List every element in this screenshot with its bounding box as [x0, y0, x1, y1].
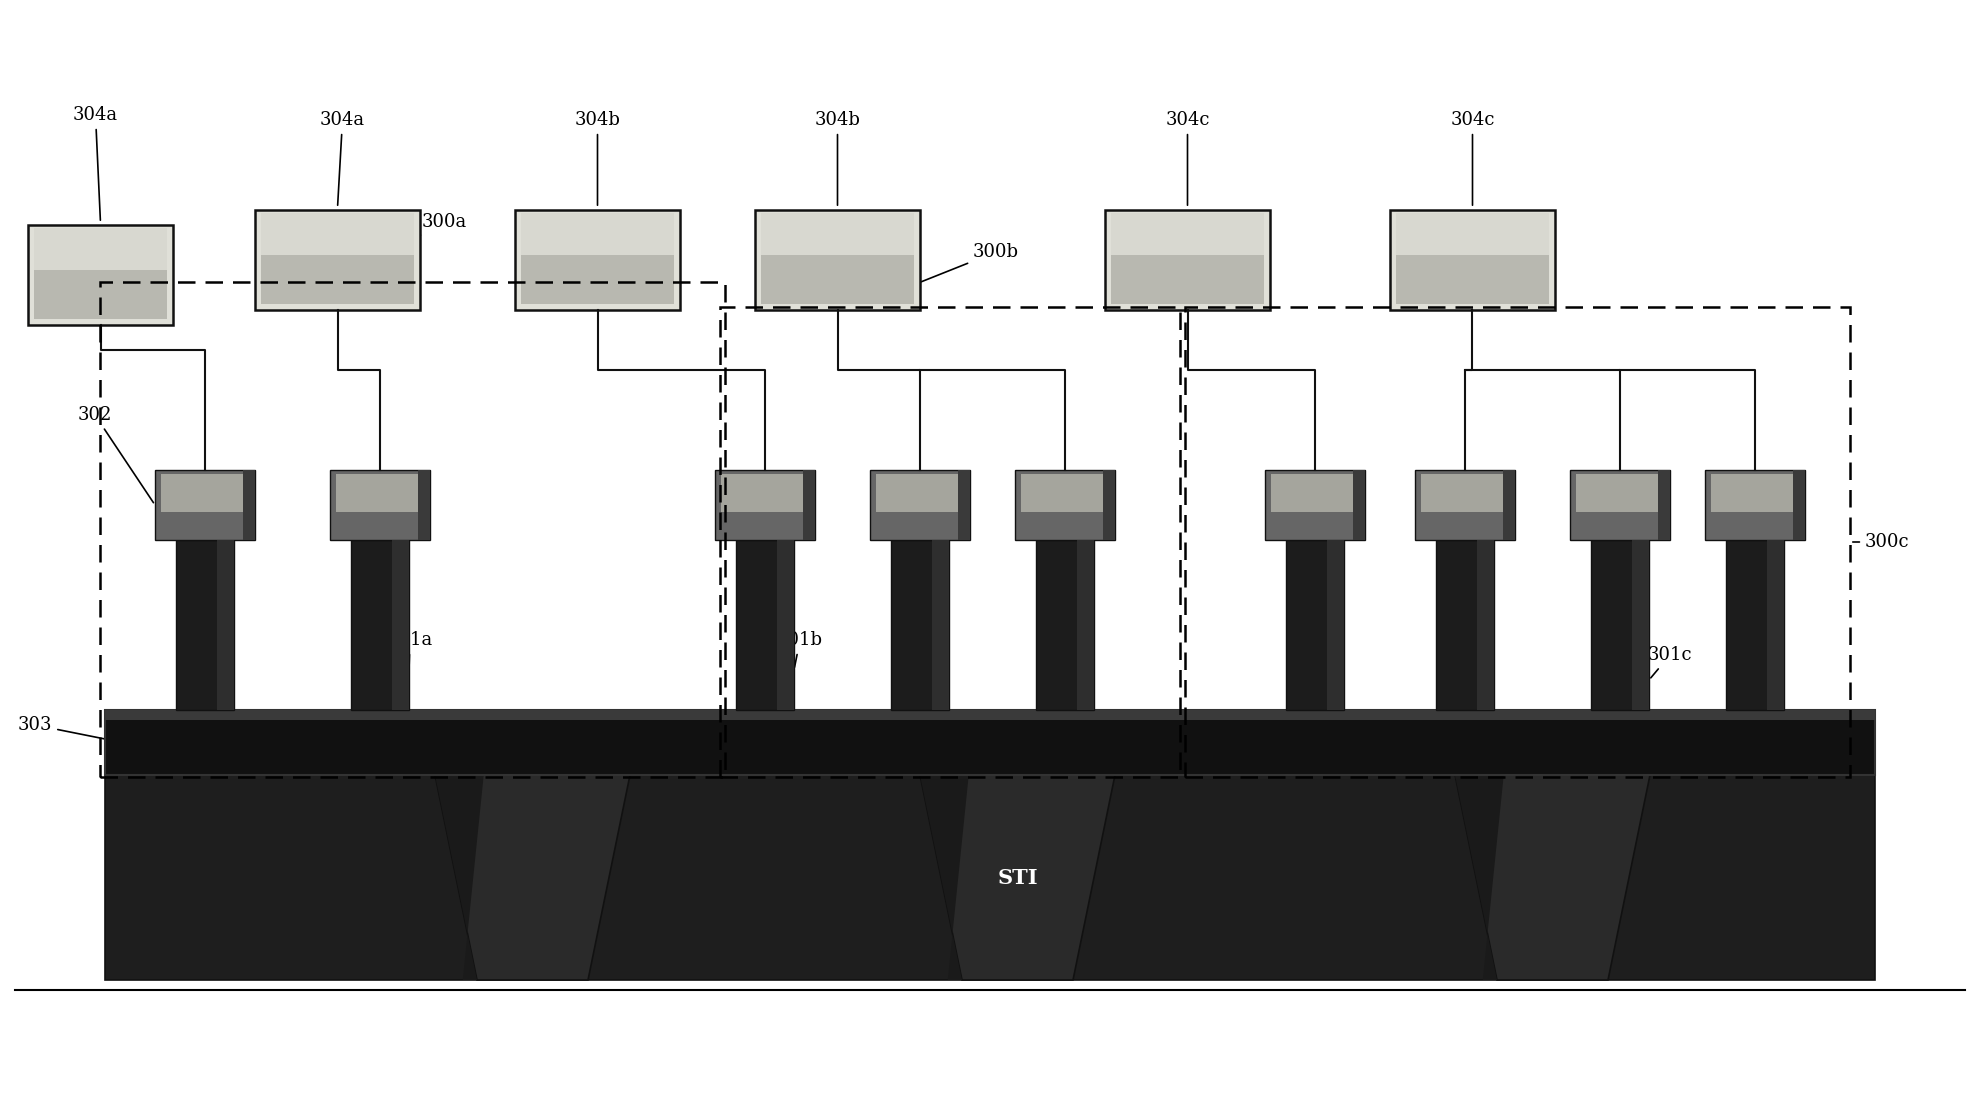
Bar — [261, 249, 414, 304]
Polygon shape — [921, 775, 1115, 980]
Bar — [1416, 470, 1515, 540]
Bar — [958, 470, 970, 540]
Bar — [1705, 470, 1806, 540]
Bar — [176, 540, 234, 710]
Bar — [154, 470, 255, 540]
Bar — [1727, 540, 1784, 710]
Text: 304c: 304c — [1166, 111, 1210, 205]
Polygon shape — [436, 775, 483, 980]
Bar — [261, 214, 414, 255]
Bar — [1766, 540, 1784, 710]
Bar — [1657, 470, 1669, 540]
Bar — [34, 228, 166, 270]
Bar — [1422, 473, 1509, 512]
Bar — [760, 214, 915, 255]
Bar — [804, 470, 816, 540]
Polygon shape — [1455, 775, 1649, 980]
Bar — [776, 540, 794, 710]
Bar — [1103, 470, 1115, 540]
Bar — [1036, 540, 1095, 710]
Bar — [1111, 214, 1263, 255]
Text: 304a: 304a — [73, 106, 119, 220]
Bar — [105, 710, 1875, 775]
Bar — [737, 540, 794, 710]
Bar — [933, 540, 948, 710]
Bar — [721, 307, 1180, 777]
Bar — [1711, 473, 1800, 512]
Bar — [392, 540, 410, 710]
Bar — [1105, 210, 1269, 310]
Bar — [1570, 470, 1669, 540]
Bar — [1271, 473, 1358, 512]
Bar — [1022, 473, 1109, 512]
Bar — [1111, 249, 1263, 304]
Bar — [875, 473, 964, 512]
Text: 301c: 301c — [1647, 646, 1693, 678]
Polygon shape — [1455, 775, 1503, 980]
Bar — [721, 473, 810, 512]
Text: 304c: 304c — [1449, 111, 1495, 205]
Text: 301a: 301a — [388, 631, 432, 667]
Bar — [1503, 470, 1515, 540]
Bar — [1592, 540, 1649, 710]
Text: 302: 302 — [77, 406, 154, 503]
Bar — [1396, 249, 1548, 304]
Bar — [331, 470, 430, 540]
Polygon shape — [436, 775, 630, 980]
Text: 304a: 304a — [321, 111, 364, 205]
Bar — [869, 470, 970, 540]
Bar — [255, 210, 420, 310]
Bar — [1077, 540, 1095, 710]
Bar — [515, 210, 679, 310]
Bar — [244, 470, 255, 540]
Bar — [521, 214, 673, 255]
Bar — [105, 710, 1875, 721]
Text: 300c: 300c — [1853, 533, 1909, 551]
Bar — [1477, 540, 1495, 710]
Bar — [1436, 540, 1495, 710]
Polygon shape — [921, 775, 968, 980]
Bar — [1184, 307, 1849, 777]
Bar — [350, 540, 410, 710]
Bar — [337, 473, 424, 512]
Bar — [1576, 473, 1663, 512]
Bar — [1016, 470, 1115, 540]
Bar — [160, 473, 249, 512]
Bar — [34, 264, 166, 319]
Text: 301b: 301b — [776, 631, 824, 667]
Bar — [891, 540, 948, 710]
Bar — [105, 775, 1875, 980]
Text: 304b: 304b — [574, 111, 620, 205]
Bar — [101, 283, 725, 777]
Text: 300b: 300b — [861, 243, 1020, 306]
Bar — [1265, 470, 1364, 540]
Bar — [28, 224, 172, 325]
Bar — [1794, 470, 1806, 540]
Bar — [760, 249, 915, 304]
Bar — [1396, 214, 1548, 255]
Text: 300a: 300a — [341, 214, 467, 280]
Bar — [216, 540, 234, 710]
Bar — [754, 210, 921, 310]
Text: 303: 303 — [18, 716, 133, 745]
Bar — [521, 249, 673, 304]
Bar — [1632, 540, 1649, 710]
Text: 304b: 304b — [814, 111, 861, 205]
Bar — [1352, 470, 1364, 540]
Bar — [1327, 540, 1344, 710]
Text: STI: STI — [998, 867, 1038, 888]
Bar — [715, 470, 816, 540]
Bar — [1285, 540, 1344, 710]
Bar — [1390, 210, 1554, 310]
Bar — [418, 470, 430, 540]
